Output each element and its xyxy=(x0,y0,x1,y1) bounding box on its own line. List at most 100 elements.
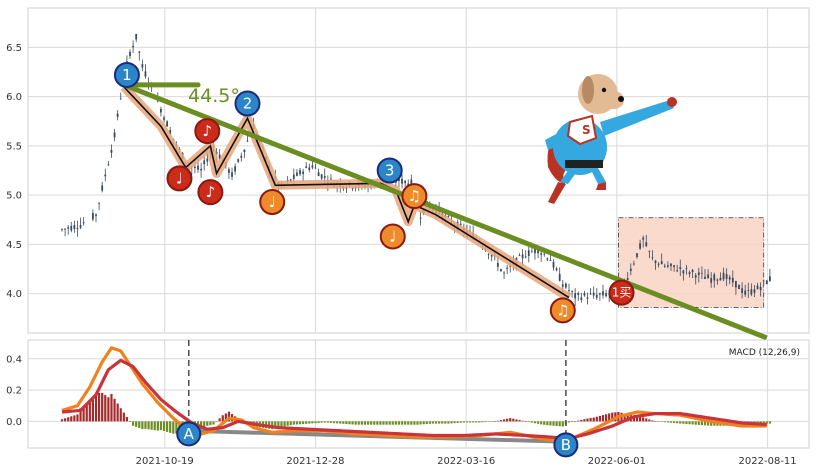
candle-body xyxy=(116,113,119,117)
macd-histogram-bar xyxy=(515,419,518,422)
macd-histogram-bar xyxy=(447,421,450,424)
macd-histogram-bar xyxy=(660,421,663,422)
candle-body xyxy=(552,261,555,268)
candle-body xyxy=(302,171,305,175)
macd-histogram-bar xyxy=(502,419,506,422)
price-marker-circle xyxy=(608,279,635,306)
candle-body xyxy=(496,263,499,267)
candle-body xyxy=(719,277,722,281)
macd-histogram-bar xyxy=(700,421,703,426)
macd-histogram-bar xyxy=(413,421,416,425)
candle-body xyxy=(605,293,607,297)
candle-body xyxy=(592,292,595,296)
candle-body xyxy=(314,167,317,169)
candle-body xyxy=(323,176,326,178)
macd-y-ticks: 0.4 0.2 0.0 xyxy=(6,354,22,428)
macd-histogram-bar xyxy=(536,421,540,424)
price-marker-label: ♩ xyxy=(269,193,276,211)
macd-histogram-bar xyxy=(283,421,286,427)
macd-histogram-bar xyxy=(444,421,447,424)
macd-histogram-bar xyxy=(141,421,144,430)
macd-histogram-bar xyxy=(116,403,119,422)
candle-body xyxy=(98,202,100,204)
candle-body xyxy=(231,172,233,177)
macd-marker-label: B xyxy=(561,436,571,454)
price-marker-label: 1买 xyxy=(612,286,632,300)
macd-histogram-bar xyxy=(521,420,524,422)
candle-body xyxy=(67,227,70,229)
candle-body xyxy=(404,180,407,184)
price-y-tick-label: 6.5 xyxy=(6,43,22,54)
candle-body xyxy=(636,253,638,258)
candle-body xyxy=(320,174,323,179)
macd-histogram-bar xyxy=(524,421,527,422)
candle-body xyxy=(126,61,128,63)
candle-body xyxy=(61,229,63,230)
macd-histogram-bar xyxy=(388,421,391,425)
macd-histogram-bar xyxy=(546,421,549,426)
candle-body xyxy=(197,165,199,170)
price-y-tick-label: 4.0 xyxy=(6,289,22,300)
macd-histogram-bar xyxy=(227,411,231,422)
candle-body xyxy=(407,183,410,186)
macd-marker-label: A xyxy=(184,425,195,443)
svg-text:S: S xyxy=(582,123,591,137)
candle-body xyxy=(101,185,104,191)
macd-histogram-bar xyxy=(73,415,76,422)
candle-body xyxy=(679,267,682,270)
candle-body xyxy=(506,267,509,269)
macd-histogram-bar xyxy=(484,421,487,423)
candle-body xyxy=(701,272,703,274)
candle-body xyxy=(694,275,697,278)
candle-body xyxy=(654,260,657,264)
macd-histogram-bar xyxy=(416,421,419,425)
macd-histogram-bar xyxy=(638,416,642,422)
macd-histogram-bar xyxy=(159,421,163,431)
macd-histogram-bar xyxy=(468,421,472,423)
macd-histogram-bar xyxy=(94,392,98,422)
price-marker-circle xyxy=(379,223,406,250)
macd-histogram-bar xyxy=(110,394,113,422)
candle-body xyxy=(311,165,314,168)
candle-body xyxy=(580,297,583,300)
macd-histogram-bar xyxy=(363,421,367,425)
candle-body xyxy=(663,265,666,267)
macd-histogram-bar xyxy=(691,421,694,425)
candle-body xyxy=(95,214,97,217)
macd-histogram-bar xyxy=(224,413,227,422)
candle-body xyxy=(530,251,533,253)
price-marker-circle xyxy=(234,90,261,117)
macd-histogram-bar xyxy=(60,419,64,422)
macd-histogram-bar xyxy=(144,421,147,429)
macd-histogram-bar xyxy=(320,421,323,423)
macd-title: MACD (12,26,9) xyxy=(729,348,800,358)
macd-histogram-bar xyxy=(676,421,679,424)
candle-body xyxy=(589,293,592,295)
macd-histogram-bar xyxy=(669,421,673,423)
macd-histogram-bar xyxy=(172,421,175,434)
macd-histogram-bar xyxy=(496,420,499,422)
macd-histogram-bar xyxy=(651,420,654,422)
macd-histogram-bar xyxy=(570,421,574,422)
macd-histogram-bar xyxy=(397,421,401,425)
candle-body xyxy=(521,254,524,259)
macd-histogram-bar xyxy=(85,403,88,422)
candle-body xyxy=(527,250,530,256)
macd-histogram-bar xyxy=(370,421,373,425)
candle-body xyxy=(503,272,505,274)
macd-histogram-bar xyxy=(478,421,481,423)
candle-body xyxy=(555,268,558,271)
macd-histogram-bar xyxy=(472,421,475,423)
macd-histogram-bar xyxy=(475,421,478,423)
macd-histogram-bar xyxy=(286,421,289,426)
macd-histogram-bar xyxy=(295,421,299,425)
macd-histogram-bar xyxy=(308,421,311,424)
candle-body xyxy=(144,71,147,77)
macd-markers: AB xyxy=(176,421,579,458)
candle-body xyxy=(564,283,567,288)
macd-histogram-bar xyxy=(713,421,716,426)
candle-body xyxy=(571,291,573,292)
candle-body xyxy=(549,259,552,261)
macd-histogram-bar xyxy=(648,419,651,422)
macd-histogram-bar xyxy=(762,421,765,424)
